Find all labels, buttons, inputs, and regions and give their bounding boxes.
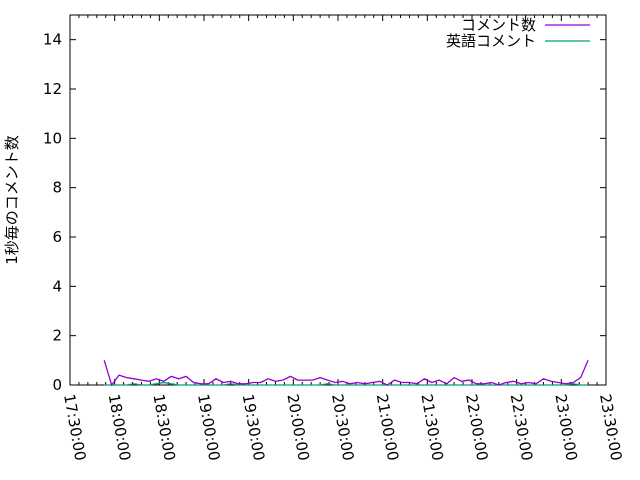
x-tick-label: 21:00:00 bbox=[373, 393, 402, 462]
y-tick-label: 10 bbox=[43, 129, 62, 147]
x-tick-label: 17:30:00 bbox=[60, 393, 89, 462]
series-line bbox=[103, 360, 589, 387]
x-tick-label: 18:00:00 bbox=[105, 393, 134, 462]
x-tick-label: 20:00:00 bbox=[283, 393, 312, 462]
plot-lines bbox=[103, 360, 589, 387]
x-tick-label: 19:00:00 bbox=[194, 393, 223, 462]
plot-frame bbox=[69, 14, 607, 386]
x-tick-label: 22:30:00 bbox=[507, 393, 536, 462]
y-tick-label: 8 bbox=[52, 179, 62, 197]
y-tick-label: 6 bbox=[52, 228, 62, 246]
x-tick-label: 20:30:00 bbox=[328, 393, 357, 462]
x-tick-label: 22:00:00 bbox=[462, 393, 491, 462]
y-axis-label: 1秒毎のコメント数 bbox=[3, 135, 21, 265]
y-tick-label: 14 bbox=[43, 31, 62, 49]
axes bbox=[69, 14, 607, 386]
ticks: 0 2 4 6 8 10 12 14 17:30:00 18:00:00 18:30:00 19:00… bbox=[43, 15, 625, 462]
series-line bbox=[104, 381, 589, 386]
x-tick-label: 23:30:00 bbox=[596, 393, 625, 462]
x-tick-label: 18:30:00 bbox=[149, 393, 178, 462]
y-tick-label: 2 bbox=[52, 327, 62, 345]
legend-label: コメント数 bbox=[461, 16, 536, 34]
x-tick-label: 19:30:00 bbox=[239, 393, 268, 462]
legend-label: 英語コメント bbox=[446, 32, 536, 50]
x-tick-label: 21:30:00 bbox=[417, 393, 446, 462]
x-tick-label: 23:00:00 bbox=[551, 393, 580, 462]
y-tick-label: 12 bbox=[43, 80, 62, 98]
y-tick-label: 4 bbox=[52, 277, 62, 295]
y-tick-label: 0 bbox=[52, 376, 62, 394]
